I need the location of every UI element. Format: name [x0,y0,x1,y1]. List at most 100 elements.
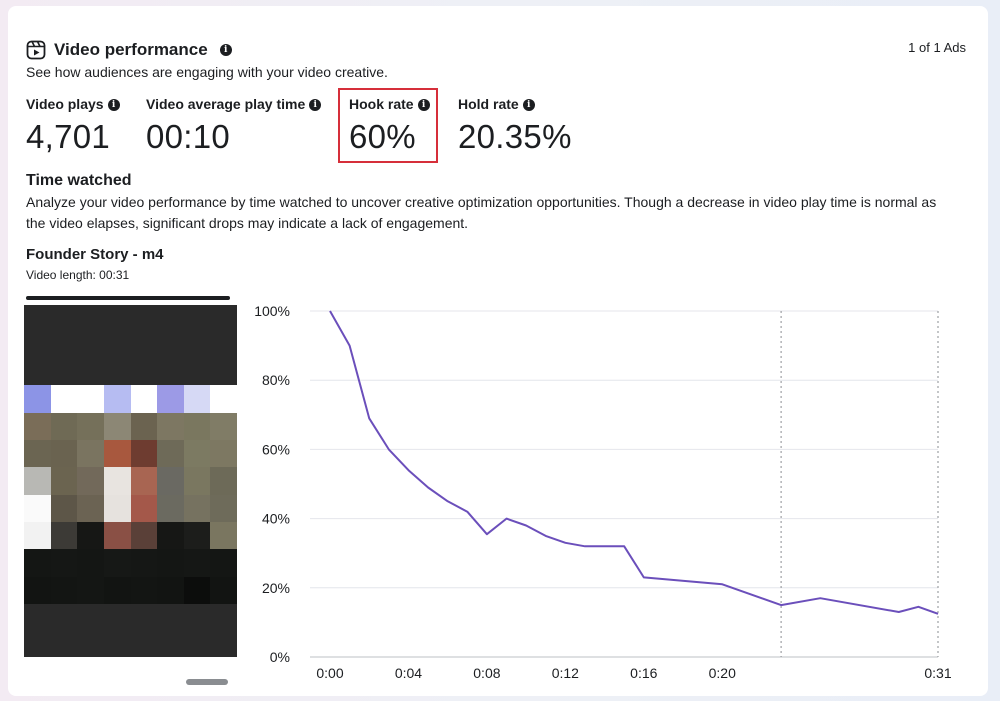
pixel-cell [77,522,104,550]
line-chart: 0% 20% 40% 60% 80% 100% 0:00 0:04 0:08 0:12 0:16 0:… [254,303,952,681]
info-icon[interactable]: i [522,99,535,112]
x-tick-label: 0:16 [630,665,657,681]
metric-value: 00:10 [146,118,231,155]
pixel-cell [157,522,184,550]
pixel-cell [183,576,211,604]
metric-average-play-time: Video average play time i 00:10 [146,96,322,156]
pixel-cell [24,467,51,495]
metric-label: Hold rate [458,96,519,112]
pixel-cell [50,358,78,386]
pixel-cell [77,576,104,604]
pixel-cell [183,440,211,468]
pixel-cell [210,522,237,550]
pixel-cell [157,358,184,386]
pixel-cell [24,522,51,550]
pixel-cell [103,440,131,468]
pixel-cell [130,440,158,468]
pixel-cell [183,385,211,413]
video-title: Founder Story - m4 [26,246,164,263]
scroll-handle[interactable] [186,679,228,685]
pixel-cell [183,358,211,386]
y-tick-label: 40% [262,511,290,527]
pixel-cell [157,412,184,440]
y-tick-label: 20% [262,580,290,596]
video-thumbnail[interactable] [24,296,238,692]
pixel-cell [130,412,158,440]
pixel-cell [103,494,131,522]
metric-label: Video average play time [146,96,306,112]
pixel-cell [183,522,211,550]
pixel-cell [77,358,104,386]
pixel-cell [24,412,51,440]
x-tick-label: 0:20 [709,665,736,681]
pixel-cell [183,412,211,440]
time-watched-description: Analyze your video performance by time w… [26,194,937,231]
pixel-cell [157,385,184,413]
pixel-cell [210,494,237,522]
pixel-cell [103,522,131,550]
pixel-cell [50,494,78,522]
pixel-cell [24,494,51,522]
x-tick-label: 0:31 [924,665,951,681]
info-icon[interactable]: i [309,99,322,112]
panel-title: Video performance [54,40,208,59]
pixel-cell [210,385,237,413]
info-icon[interactable]: i [417,99,430,112]
y-tick-label: 80% [262,372,290,388]
thumbnail-top-bar [26,296,230,300]
pixel-cell [130,576,158,604]
x-tick-label: 0:08 [473,665,500,681]
time-watched-title: Time watched [26,172,132,189]
pixel-cell [77,440,104,468]
y-tick-label: 100% [254,303,290,319]
pixel-cell [77,549,104,577]
hook-rate-highlight [338,88,438,163]
pixel-cell [24,358,51,386]
pixel-cell [157,494,184,522]
pixel-cell [130,522,158,550]
pixel-cell [157,576,184,604]
metric-value: 20.35% [458,118,572,155]
pixel-cell [210,467,237,495]
info-icon[interactable]: i [219,44,232,56]
ads-pager: 1 of 1 Ads [908,40,966,55]
pixel-cell [50,467,78,495]
pixel-cell [24,385,51,413]
pixel-cell [103,358,131,386]
pixel-cell [24,440,51,468]
pixel-cell [130,385,158,413]
pixel-cell [210,412,237,440]
pixel-cell [50,549,78,577]
reels-icon [26,40,46,60]
pixel-cell [157,467,184,495]
pixel-cell [50,576,78,604]
pixel-cell [183,494,211,522]
pixelated-video-preview [24,305,237,657]
x-tick-label: 0:00 [316,665,343,681]
pixel-cell [183,467,211,495]
pixel-cell [210,576,237,604]
pixel-cell [130,494,158,522]
metric-label: Hook rate [349,96,414,112]
video-length: Video length: 00:31 [26,268,130,282]
pixel-cell [50,440,78,468]
pixel-cell [24,549,51,577]
series-line [329,310,939,615]
pixel-cell [210,440,237,468]
y-tick-label: 60% [262,441,290,457]
metric-hold-rate: Hold rate i 20.35% [458,96,572,156]
pixel-cell [130,358,158,386]
x-tick-label: 0:04 [395,665,422,681]
metric-label: Video plays [26,96,104,112]
pixel-cell [77,467,104,495]
info-icon[interactable]: i [107,99,120,112]
metric-hook-rate: Hook rate i 60% [349,96,430,156]
pixel-cell [77,494,104,522]
pixel-cell [50,522,78,550]
pixel-grid [24,358,237,604]
pixel-cell [157,549,184,577]
pixel-cell [50,385,78,413]
pixel-cell [103,467,131,495]
pixel-cell [77,412,104,440]
metric-video-plays: Video plays i 4,701 [26,96,120,156]
